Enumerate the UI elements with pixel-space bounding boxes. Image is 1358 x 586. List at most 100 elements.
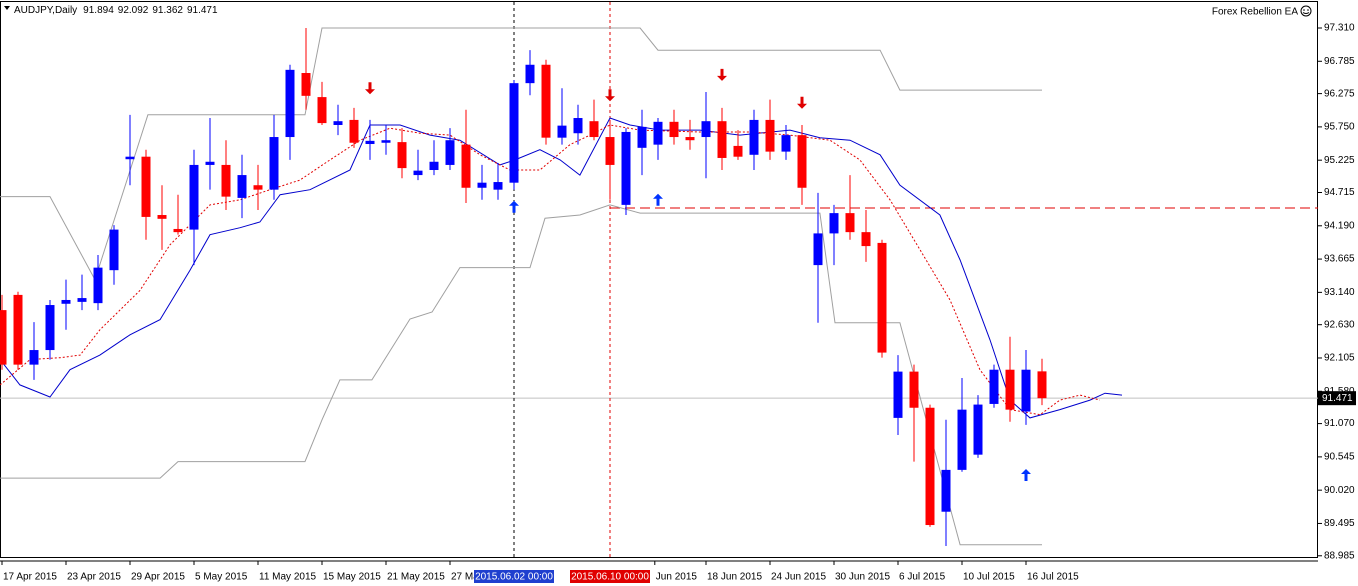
candle-body [301, 73, 311, 96]
candle-body [733, 145, 743, 157]
x-tick-label: 15 May 2015 [323, 572, 381, 583]
candle-body [109, 229, 119, 271]
vertical-line-label-box [570, 570, 650, 583]
candle-body [157, 215, 167, 219]
candle-body [925, 407, 935, 526]
last-low: 91.362 [152, 5, 183, 16]
y-tick-label: 92.630 [1324, 319, 1355, 330]
vertical-line-label: 2015.06.02 00:00 [475, 572, 553, 583]
candle-body [893, 371, 903, 418]
indicator-icon[interactable] [1300, 5, 1312, 17]
candle-body [349, 119, 359, 143]
candle-body [877, 242, 887, 353]
candle-body [573, 118, 583, 134]
candle-body [957, 409, 967, 470]
candle-body [221, 164, 231, 197]
signal-arrow [1021, 468, 1031, 481]
candle-body [909, 371, 919, 408]
plot-frame [0, 1, 1318, 558]
y-tick-label: 95.225 [1324, 155, 1355, 166]
candle-body [61, 299, 71, 304]
chart-header: AUDJPY,Daily 91.894 92.092 91.362 91.471 [14, 5, 218, 16]
candle-body [477, 182, 487, 188]
symbol: AUDJPY,Daily [14, 5, 77, 16]
candle-body [557, 125, 567, 138]
candle-body [397, 142, 407, 169]
candle-body [637, 126, 647, 148]
candle-body [749, 119, 759, 155]
menu-triangle[interactable] [4, 6, 10, 10]
candle-body [685, 137, 695, 141]
candle-body [29, 350, 39, 365]
candle-body [13, 294, 23, 365]
candle-body [0, 310, 7, 365]
price-box [1318, 391, 1356, 406]
signal-arrow [717, 68, 727, 81]
y-tick-label: 89.495 [1324, 518, 1355, 529]
x-tick-label: Jun 2015 [656, 572, 698, 583]
candle-body [797, 135, 807, 188]
signal-arrow [509, 200, 519, 213]
candle-body [973, 404, 983, 455]
candle-body [285, 69, 295, 138]
candle-body [45, 305, 55, 351]
candle-body [173, 228, 183, 233]
candle-body [253, 185, 263, 190]
candle-body [445, 140, 455, 165]
y-tick-label: 96.785 [1324, 56, 1355, 67]
candle-body [829, 213, 839, 234]
candle-body [493, 182, 503, 190]
candle-body [525, 64, 535, 84]
candle-body [717, 121, 727, 158]
y-tick-label: 94.190 [1324, 220, 1355, 231]
candle-body [861, 232, 871, 247]
candle-body [605, 137, 615, 165]
price-box-label: 91.471 [1322, 393, 1353, 404]
x-tick-label: 5 May 2015 [195, 572, 248, 583]
candle-body [813, 233, 823, 266]
signal-arrow [797, 96, 807, 109]
last-close: 91.471 [187, 5, 218, 16]
candle-body [541, 64, 551, 138]
y-tick-label: 97.310 [1324, 23, 1355, 34]
signal-arrow [605, 89, 615, 102]
x-tick-label: 6 Jul 2015 [899, 572, 946, 583]
y-tick-label: 90.020 [1324, 485, 1355, 496]
vertical-line-label: 2015.06.10 00:00 [571, 572, 649, 583]
x-tick-label: 11 May 2015 [259, 572, 317, 583]
y-tick-label: 92.105 [1324, 353, 1355, 364]
x-tick-label: 23 Apr 2015 [67, 572, 121, 583]
candle-body [653, 121, 663, 145]
candle-body [1037, 371, 1047, 399]
candle-body [941, 469, 951, 512]
candle-body [845, 213, 855, 233]
last-open: 91.894 [83, 5, 114, 16]
candle-body [237, 175, 247, 198]
candle-body [669, 121, 679, 138]
candle-body [765, 119, 775, 152]
indicator-line [0, 117, 1123, 419]
x-tick-label: 24 Jun 2015 [771, 572, 826, 583]
candle-body [621, 131, 631, 205]
candle-body [125, 156, 135, 160]
candle-body [509, 83, 519, 183]
x-tick-label: 17 Apr 2015 [3, 572, 57, 583]
signal-arrow [365, 82, 375, 95]
candle-body [77, 298, 87, 302]
x-tick-label: 30 Jun 2015 [835, 572, 890, 583]
x-tick-label: 29 Apr 2015 [131, 572, 185, 583]
x-tick-label: 16 Jul 2015 [1027, 572, 1079, 583]
signal-arrow [653, 193, 663, 206]
vertical-line-label-box [474, 570, 554, 583]
candle-body [317, 97, 327, 124]
indicator-line [0, 124, 1101, 416]
candle-body [1021, 369, 1031, 412]
candle-body [93, 267, 103, 304]
candle-body [701, 121, 711, 138]
y-tick-label: 96.275 [1324, 88, 1355, 99]
candle-body [269, 137, 279, 190]
candle-body [429, 161, 439, 171]
icon-eye [1303, 9, 1305, 11]
x-tick-label: 27 Ma [451, 572, 479, 583]
